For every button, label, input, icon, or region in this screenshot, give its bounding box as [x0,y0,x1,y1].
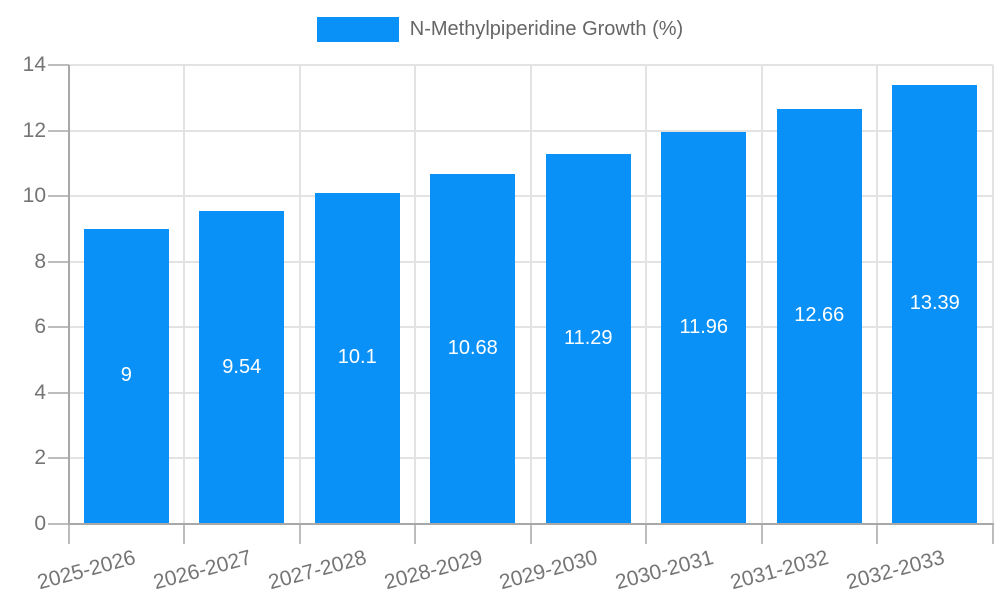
x-tick-mark [645,524,647,544]
y-tick-mark [48,326,69,329]
x-tick-mark [298,524,301,544]
gridline-vertical [183,65,185,524]
y-tick-mark [48,195,69,198]
bar[interactable]: 11.96 [661,131,747,523]
bar-value-label: 13.39 [909,292,960,315]
gridline-vertical [529,65,532,524]
legend-swatch [316,17,399,42]
gridline-vertical [991,65,994,524]
x-tick-mark [876,524,878,544]
bar[interactable]: 9 [83,228,169,523]
y-tick-label: 14 [22,53,46,76]
bar-value-label: 12.66 [794,304,845,327]
y-tick-label: 2 [34,446,46,470]
x-tick-label: 2027-2028 [266,546,370,595]
x-tick-label: 2029-2030 [497,546,601,595]
bar[interactable]: 12.66 [776,108,862,523]
chart-legend[interactable]: N-Methylpiperidine Growth (%) [0,17,1000,42]
bar[interactable]: 10.1 [314,192,400,523]
bar[interactable]: 13.39 [892,84,978,523]
y-tick-label: 10 [22,184,46,208]
bar-value-label: 10.1 [337,346,377,369]
bar-value-label: 9 [120,364,132,387]
y-tick-label: 12 [22,118,46,142]
bar[interactable]: 11.29 [545,153,631,523]
x-axis-line [67,523,994,525]
bar-value-label: 10.68 [447,336,498,359]
gridline-vertical [760,65,763,524]
y-tick-label: 0 [34,512,46,535]
y-tick-label: 4 [34,380,46,404]
y-tick-mark [48,129,69,132]
bar-value-label: 11.96 [679,315,729,338]
x-tick-mark [67,524,70,544]
y-tick-mark [48,457,69,460]
x-tick-label: 2028-2029 [381,546,485,595]
x-tick-label: 2026-2027 [150,546,254,595]
x-tick-mark [529,524,532,544]
bar-value-label: 9.54 [222,355,262,378]
x-tick-mark [183,524,185,544]
x-tick-mark [414,524,416,544]
x-tick-label: 2031-2032 [728,546,832,595]
x-tick-mark [991,524,994,544]
bar[interactable]: 10.68 [430,173,516,523]
y-tick-mark [48,260,69,263]
gridline-vertical [414,65,416,524]
x-tick-label: 2030-2031 [612,546,716,595]
legend-label: N-Methylpiperidine Growth (%) [409,18,684,40]
y-tick-mark [48,391,69,394]
x-tick-label: 2032-2033 [843,546,947,595]
bar-value-label: 11.29 [563,326,613,349]
gridline-vertical [298,65,301,524]
y-tick-mark [48,523,69,525]
y-axis-line [67,65,70,525]
x-tick-label: 2025-2026 [35,546,139,595]
bar[interactable]: 9.54 [199,211,285,523]
gridline-vertical [645,65,647,524]
x-tick-mark [760,524,763,544]
y-tick-label: 6 [34,315,46,339]
y-tick-label: 8 [34,249,46,273]
y-tick-mark [48,64,69,66]
gridline-vertical [876,65,878,524]
